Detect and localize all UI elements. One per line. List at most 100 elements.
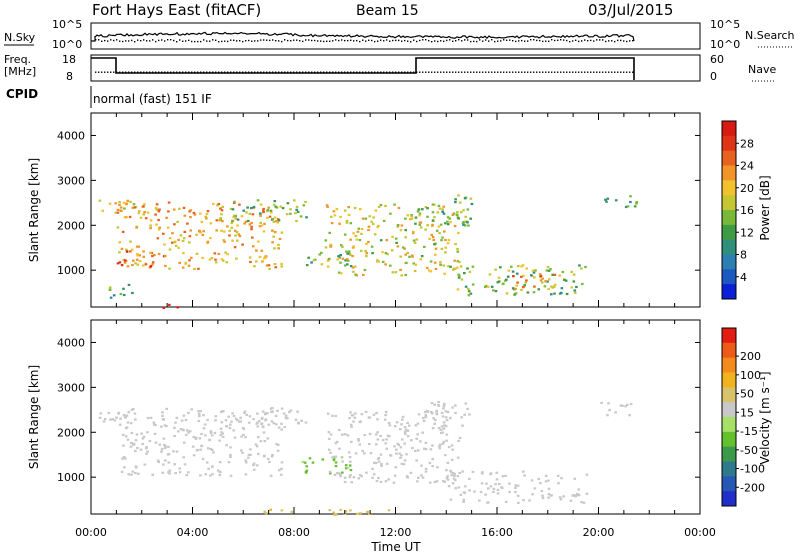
data-cell (259, 203, 263, 206)
data-cell (118, 423, 122, 426)
data-cell (273, 263, 277, 266)
noise-point (542, 40, 544, 43)
data-cell (395, 448, 398, 451)
nave-point (230, 71, 232, 73)
noise-point (209, 40, 211, 42)
nave-point (587, 71, 589, 73)
colorbar-swatch (722, 180, 736, 196)
data-cell (453, 474, 456, 477)
data-cell (127, 473, 130, 476)
data-cell (120, 209, 123, 212)
data-cell (522, 286, 525, 289)
data-cell (424, 470, 428, 473)
noise-point (581, 40, 583, 42)
nave-point (515, 71, 517, 73)
data-cell (388, 435, 391, 438)
data-cell (569, 499, 573, 502)
data-cell (516, 484, 520, 487)
data-cell (297, 422, 300, 425)
data-cell (242, 433, 245, 436)
noise-point (407, 40, 409, 42)
data-cell (234, 234, 237, 237)
data-cell (352, 270, 355, 273)
data-cell (257, 452, 260, 456)
data-cell (628, 414, 631, 417)
data-cell (189, 216, 192, 219)
velocity-ylabel: Slant Range [km] (27, 365, 41, 469)
data-cell (431, 444, 434, 447)
data-cell (585, 473, 589, 476)
data-cell (485, 482, 488, 485)
noise-point (587, 40, 589, 42)
data-cell (427, 269, 431, 272)
noise-point (263, 39, 265, 41)
nave-point (392, 71, 394, 73)
data-cell (181, 428, 184, 431)
data-cell (387, 421, 391, 425)
colorbar-swatch (722, 342, 736, 359)
data-cell (544, 280, 547, 283)
data-cell (374, 209, 378, 212)
data-cell (418, 212, 422, 215)
data-cell (138, 210, 141, 213)
x-tick-label: 12:00 (380, 526, 412, 539)
data-cell (375, 433, 378, 436)
data-cell (379, 434, 382, 438)
data-cell (416, 210, 420, 213)
nave-point (629, 71, 631, 73)
data-cell (356, 512, 359, 515)
colorbar-tick-label: -15 (740, 425, 758, 438)
velocity-cells (98, 400, 633, 516)
noise-point (200, 40, 202, 43)
data-cell (546, 266, 550, 269)
data-cell (606, 414, 609, 417)
data-cell (216, 204, 219, 207)
data-cell (345, 250, 348, 253)
data-cell (359, 420, 362, 423)
data-cell (480, 472, 484, 475)
data-cell (206, 210, 210, 213)
data-cell (400, 462, 404, 465)
data-cell (406, 429, 410, 432)
nave-point (140, 71, 142, 73)
data-cell (441, 415, 445, 418)
data-cell (209, 447, 212, 451)
colorbar-tick-label: 8 (740, 249, 747, 262)
data-cell (387, 509, 391, 512)
data-cell (443, 424, 446, 427)
data-cell (550, 285, 553, 288)
data-cell (109, 418, 112, 421)
data-cell (635, 201, 639, 204)
noise-point (434, 40, 436, 42)
data-cell (272, 203, 276, 206)
data-cell (537, 477, 540, 481)
data-cell (238, 420, 241, 423)
data-cell (113, 419, 117, 422)
noise-point (95, 39, 97, 41)
nave-point (293, 71, 295, 73)
nave-point (482, 71, 484, 73)
data-cell (385, 447, 389, 450)
noise-point (413, 39, 415, 41)
data-cell (514, 287, 517, 290)
noise-point (359, 40, 361, 43)
data-cell (379, 453, 383, 456)
data-cell (349, 509, 352, 512)
data-cell (261, 426, 265, 429)
data-cell (194, 436, 198, 439)
data-cell (359, 512, 362, 515)
noise-point (227, 40, 229, 43)
data-cell (144, 217, 148, 220)
data-cell (112, 294, 116, 297)
nave-point (227, 71, 229, 73)
data-cell (353, 416, 357, 419)
noise-point (404, 39, 406, 42)
noise-point (239, 40, 241, 42)
data-cell (354, 234, 358, 238)
noise-point (350, 39, 352, 41)
data-cell (228, 426, 232, 430)
data-cell (162, 437, 166, 440)
data-cell (220, 213, 223, 216)
nave-point (401, 71, 403, 73)
